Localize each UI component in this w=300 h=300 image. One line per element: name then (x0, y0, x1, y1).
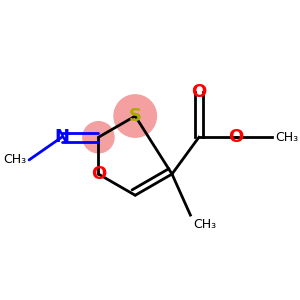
Text: N: N (54, 128, 69, 146)
Text: CH₃: CH₃ (193, 218, 216, 231)
Text: CH₃: CH₃ (275, 131, 298, 144)
Text: O: O (91, 165, 106, 183)
Circle shape (114, 95, 156, 137)
Text: O: O (228, 128, 243, 146)
Circle shape (83, 122, 114, 153)
Text: O: O (191, 83, 206, 101)
Text: CH₃: CH₃ (3, 153, 26, 167)
Text: S: S (129, 107, 142, 125)
